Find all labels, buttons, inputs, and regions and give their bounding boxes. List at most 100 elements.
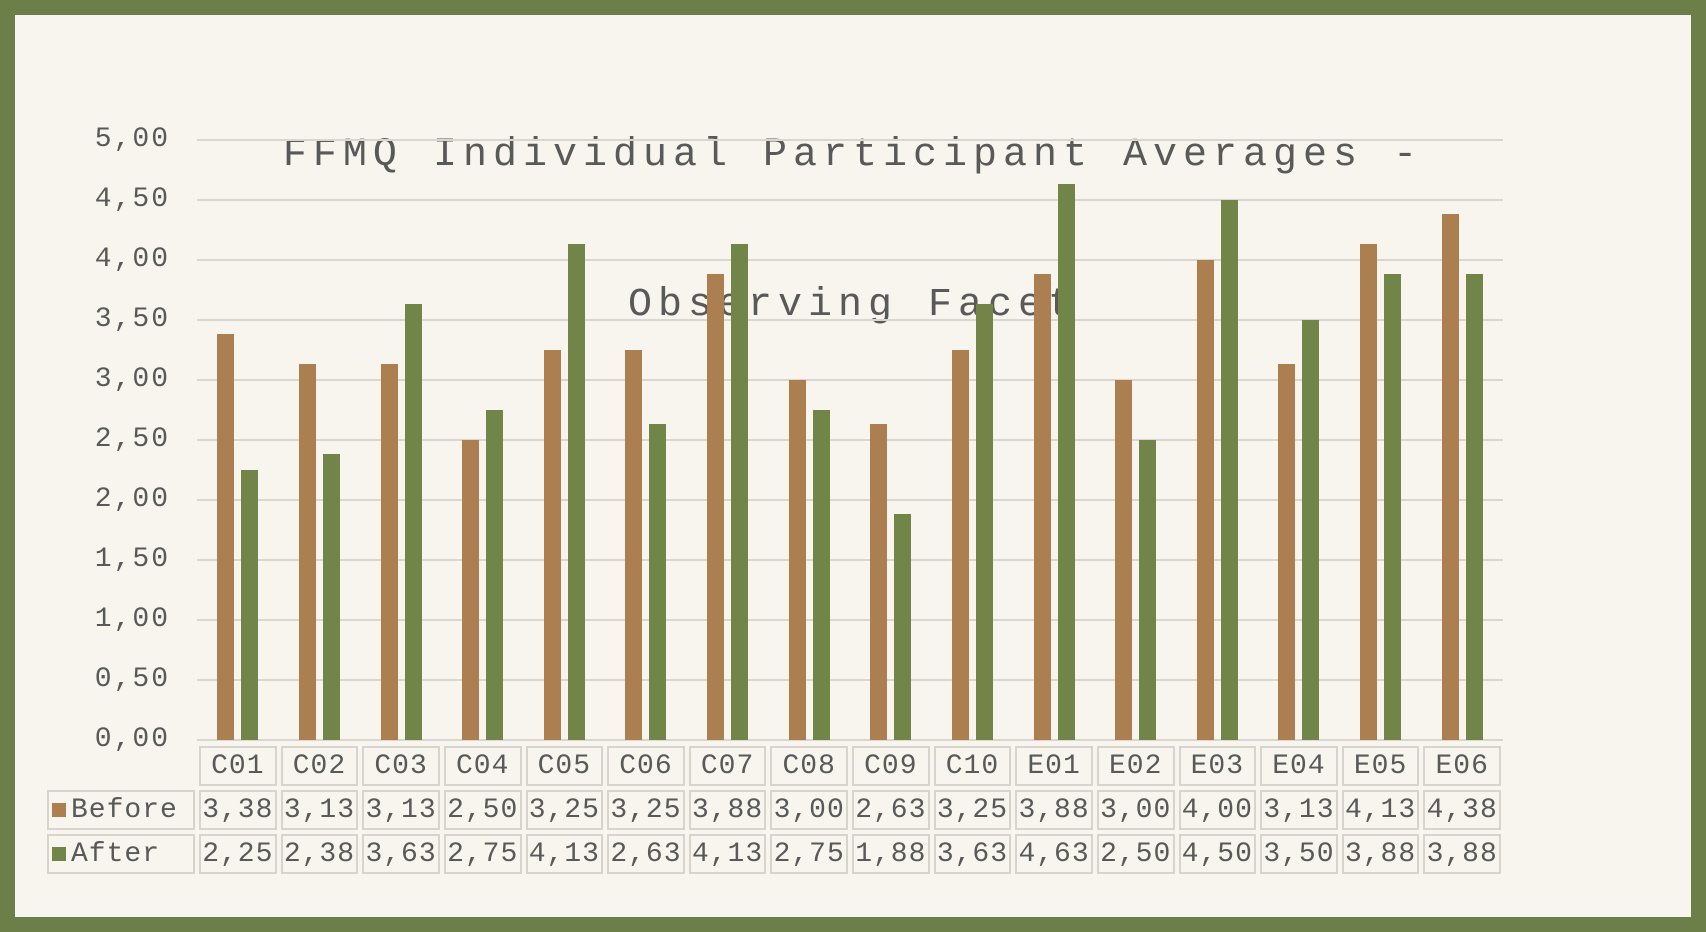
gridline-1,00 (197, 619, 1503, 621)
cell-before-C07: 3,88 (688, 790, 767, 830)
legend-swatch-before (52, 803, 66, 817)
cell-after-C10: 3,63 (933, 834, 1012, 874)
y-axis-tick-label: 0,50 (94, 664, 170, 695)
bar-after-E01 (1057, 184, 1075, 740)
bar-group-C09 (850, 140, 932, 740)
bar-after-C06 (649, 424, 667, 740)
cell-before-C01: 3,38 (199, 790, 277, 830)
gridline-2,00 (197, 499, 1503, 501)
bar-after-E04 (1302, 320, 1320, 740)
cell-after-E01: 4,63 (1015, 834, 1093, 874)
cell-before-C10: 3,25 (933, 790, 1012, 830)
y-axis-tick-label: 3,00 (94, 364, 170, 395)
table-header-C10: C10 (933, 746, 1012, 786)
bar-after-E02 (1139, 440, 1157, 740)
table-corner-spacer (47, 746, 195, 786)
gridline-0,50 (197, 679, 1503, 681)
cell-before-C06: 3,25 (607, 790, 685, 830)
table-header-C03: C03 (362, 746, 440, 786)
table-header-C05: C05 (525, 746, 604, 786)
cell-after-E04: 3,50 (1260, 834, 1338, 874)
gridline-3,00 (197, 379, 1503, 381)
bar-after-C09 (894, 514, 912, 740)
y-axis-tick-label: 4,50 (94, 184, 170, 215)
cell-before-E05: 4,13 (1341, 790, 1420, 830)
cell-before-E03: 4,00 (1178, 790, 1257, 830)
cell-after-C03: 3,63 (362, 834, 440, 874)
bar-group-C05 (524, 140, 606, 740)
gridline-1,50 (197, 559, 1503, 561)
cell-before-C08: 3,00 (770, 790, 848, 830)
table-header-E02: E02 (1096, 746, 1175, 786)
cell-after-C05: 4,13 (525, 834, 604, 874)
cell-before-C02: 3,13 (280, 790, 359, 830)
bar-before-C07 (707, 274, 725, 740)
table-header-E01: E01 (1015, 746, 1093, 786)
bar-group-E04 (1258, 140, 1340, 740)
bar-before-E06 (1441, 214, 1459, 740)
cell-after-C02: 2,38 (280, 834, 359, 874)
cell-before-C03: 3,13 (362, 790, 440, 830)
table-header-C01: C01 (199, 746, 277, 786)
bar-group-E01 (1013, 140, 1095, 740)
bar-after-C05 (567, 244, 585, 740)
table-header-E03: E03 (1178, 746, 1257, 786)
bar-before-C02 (298, 364, 316, 740)
bar-after-E06 (1465, 274, 1483, 740)
cell-before-E06: 4,38 (1423, 790, 1501, 830)
cell-after-C08: 2,75 (770, 834, 848, 874)
cell-after-E03: 4,50 (1178, 834, 1257, 874)
bar-after-C04 (486, 410, 504, 740)
cell-after-E02: 2,50 (1096, 834, 1175, 874)
y-axis-tick-label: 3,50 (94, 304, 170, 335)
y-axis-labels: 0,00 0,50 1,00 1,50 2,00 2,50 3,00 3,50 4,00 4,50… (15, 124, 170, 755)
bar-after-C01 (241, 470, 259, 740)
bar-group-C10 (932, 140, 1014, 740)
cell-after-C09: 1,88 (852, 834, 930, 874)
data-table: C01 C02 C03 C04 C05 C06 C07 C08 C09 C10 E01 E02 E03 E… (45, 744, 1503, 876)
bar-group-C07 (687, 140, 769, 740)
table-header-E06: E06 (1423, 746, 1501, 786)
bar-before-E05 (1360, 244, 1378, 740)
bar-before-C08 (788, 380, 806, 740)
bar-before-E03 (1196, 260, 1214, 740)
bar-after-C07 (731, 244, 749, 740)
table-header-E05: E05 (1341, 746, 1420, 786)
bar-after-E05 (1384, 274, 1402, 740)
bar-group-C02 (279, 140, 361, 740)
bar-group-C06 (605, 140, 687, 740)
y-axis-tick-label: 4,00 (94, 244, 170, 275)
legend-swatch-after (52, 847, 66, 861)
bar-group-E03 (1177, 140, 1259, 740)
bar-group-C01 (197, 140, 279, 740)
bar-group-E05 (1340, 140, 1422, 740)
bar-before-E01 (1033, 274, 1051, 740)
bars-layer (197, 140, 1503, 740)
bar-group-C04 (442, 140, 524, 740)
gridline-3,50 (197, 319, 1503, 321)
cell-after-C06: 2,63 (607, 834, 685, 874)
gridline-2,50 (197, 439, 1503, 441)
y-axis-tick-label: 1,50 (94, 544, 170, 575)
cell-before-E02: 3,00 (1096, 790, 1175, 830)
gridline-0,00 (197, 739, 1503, 741)
bar-before-E04 (1278, 364, 1296, 740)
table-header-C02: C02 (280, 746, 359, 786)
table-header-E04: E04 (1260, 746, 1338, 786)
cell-after-E06: 3,88 (1423, 834, 1501, 874)
bar-before-C05 (543, 350, 561, 740)
table-header-C09: C09 (852, 746, 930, 786)
table-header-C08: C08 (770, 746, 848, 786)
bar-before-C03 (380, 364, 398, 740)
cell-before-E04: 3,13 (1260, 790, 1338, 830)
bar-group-E02 (1095, 140, 1177, 740)
gridline-4,50 (197, 199, 1503, 201)
bar-before-C10 (951, 350, 969, 740)
bar-after-C10 (975, 304, 993, 740)
cell-after-E05: 3,88 (1341, 834, 1420, 874)
y-axis-tick-label: 2,50 (94, 424, 170, 455)
y-axis-tick-label: 5,00 (94, 124, 170, 155)
y-axis-tick-label: 0,00 (94, 724, 170, 755)
bar-group-C08 (768, 140, 850, 740)
